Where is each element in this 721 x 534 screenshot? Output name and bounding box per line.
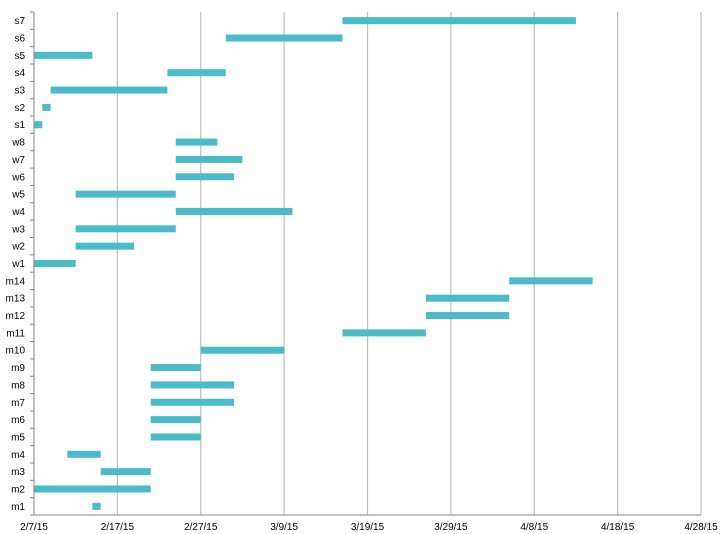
y-tick-label: m6 [11, 415, 25, 426]
bar-m10 [200, 346, 285, 354]
bar-m13 [425, 294, 510, 302]
axes [30, 11, 701, 516]
grid-lines [116, 12, 702, 515]
bar-s5 [34, 51, 93, 59]
bar-w2 [75, 242, 135, 250]
y-tick-label: m4 [11, 450, 25, 461]
bar-w8 [175, 138, 218, 146]
y-tick-label: m14 [6, 276, 26, 287]
x-tick-label: 4/8/15 [520, 522, 548, 533]
bar-m9 [150, 364, 201, 372]
y-tick-label: s1 [14, 120, 25, 131]
bar-m5 [150, 433, 201, 441]
bar-w7 [175, 155, 243, 163]
y-tick-label: w5 [11, 190, 25, 201]
y-tick-label: w3 [11, 224, 25, 235]
y-tick-label: w7 [11, 155, 25, 166]
bar-m4 [67, 450, 101, 458]
bars [34, 17, 593, 510]
bar-m12 [425, 312, 510, 320]
bar-w5 [75, 190, 176, 198]
y-tick-label: m12 [6, 311, 26, 322]
y-tick-label: s2 [14, 103, 25, 114]
bar-m11 [342, 329, 426, 337]
y-tick-label: m3 [11, 467, 25, 478]
bar-s6 [225, 34, 343, 42]
bar-m3 [100, 468, 151, 476]
y-tick-label: s5 [14, 51, 25, 62]
y-tick-label: w8 [11, 138, 25, 149]
bar-w3 [75, 225, 176, 233]
bar-m14 [509, 277, 593, 285]
y-tick-label: m9 [11, 363, 25, 374]
tick-labels: 2/7/15 2/17/15 2/27/15 3/9/15 3/19/15 3/29/15… [6, 16, 719, 533]
bar-m2 [34, 485, 151, 493]
y-tick-label: m13 [6, 294, 26, 305]
y-tick-label: m1 [11, 502, 25, 513]
x-tick-label: 4/18/15 [601, 522, 635, 533]
bar-s2 [42, 103, 51, 111]
y-tick-label: s3 [14, 86, 25, 97]
bar-m7 [150, 398, 235, 406]
x-tick-label: 3/9/15 [270, 522, 298, 533]
y-tick-label: m8 [11, 380, 25, 391]
bar-s7 [342, 17, 576, 25]
y-tick-label: m10 [6, 346, 26, 357]
bar-w6 [175, 173, 235, 181]
y-tick-label: s6 [14, 34, 25, 45]
y-tick-label: m5 [11, 432, 25, 443]
y-tick-label: m11 [6, 328, 25, 339]
y-tick-label: w2 [11, 242, 25, 253]
bar-w4 [175, 207, 293, 215]
y-tick-label: s7 [14, 16, 25, 27]
y-tick-label: m7 [11, 398, 25, 409]
y-tick-label: w6 [11, 172, 25, 183]
bar-s3 [50, 86, 168, 94]
y-tick-label: w1 [11, 259, 25, 270]
bar-w1 [34, 260, 76, 267]
bar-m8 [150, 381, 235, 389]
x-tick-label: 4/28/15 [684, 522, 718, 533]
x-tick-label: 2/7/15 [20, 522, 48, 533]
bar-s1 [34, 121, 43, 129]
bar-m1 [92, 502, 101, 510]
y-tick-label: m2 [11, 484, 25, 495]
y-tick-label: w4 [11, 207, 25, 218]
y-tick-label: s4 [14, 68, 25, 79]
bar-m6 [150, 416, 201, 424]
bar-s4 [167, 69, 226, 77]
x-tick-label: 2/17/15 [101, 522, 135, 533]
x-tick-label: 3/29/15 [434, 522, 468, 533]
x-tick-label: 2/27/15 [184, 522, 218, 533]
x-tick-label: 3/19/15 [351, 522, 385, 533]
